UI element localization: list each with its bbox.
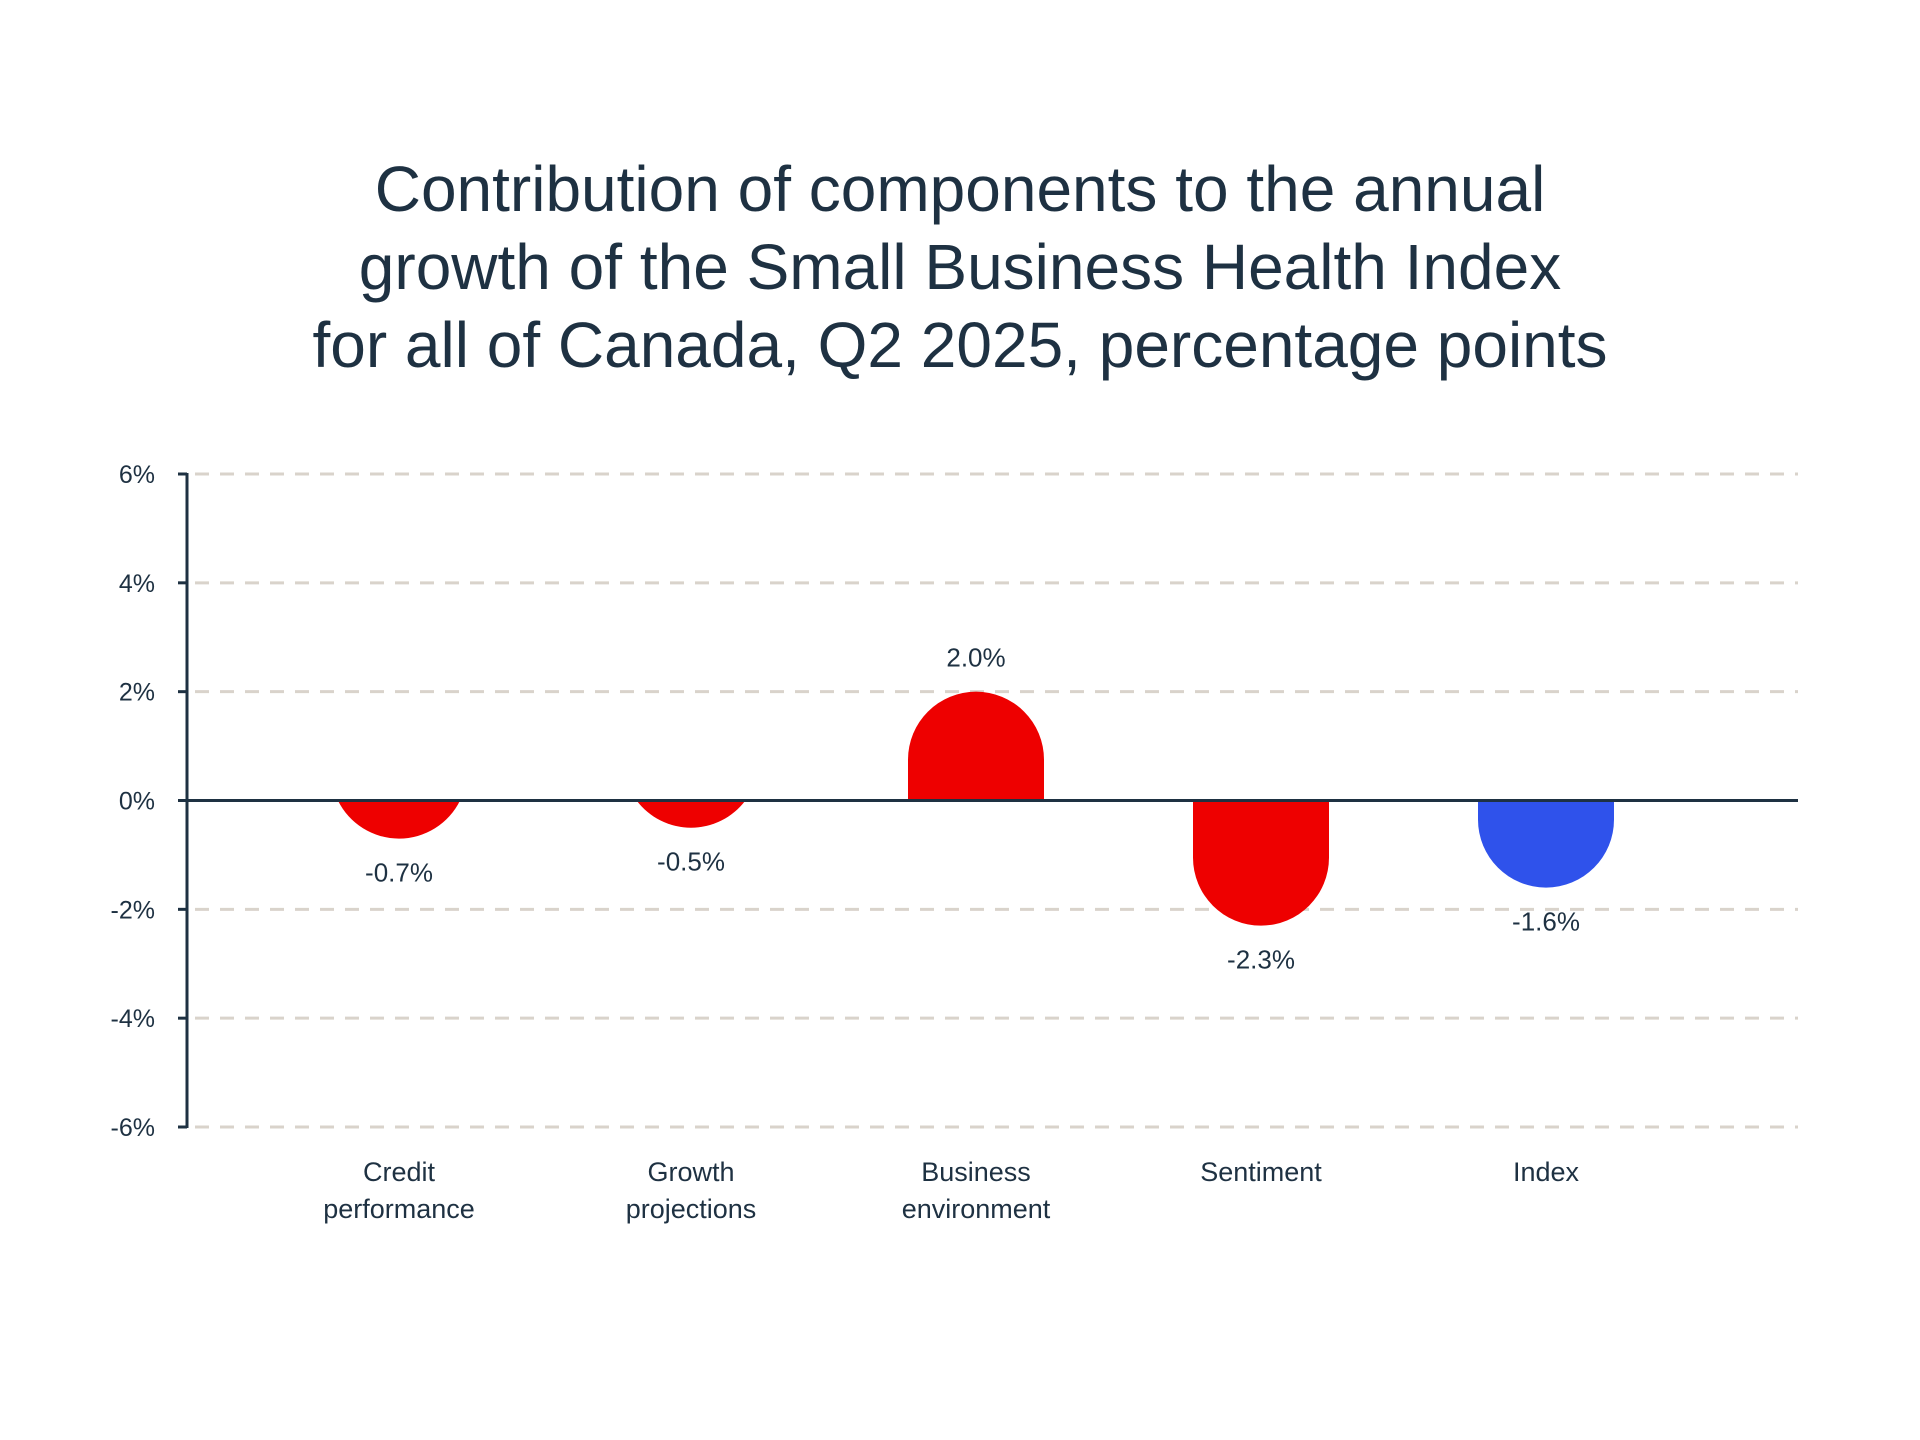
data-label: -2.3% [1227, 945, 1295, 975]
category-label: Credit performance [323, 1157, 475, 1224]
data-label: -0.5% [657, 847, 725, 877]
bar [908, 691, 1044, 801]
category-label-line: performance [323, 1194, 475, 1224]
gridlines [195, 472, 1798, 1129]
data-label: -0.7% [365, 858, 433, 888]
y-tick-label: 0% [119, 788, 155, 816]
category-label-line: Business [921, 1157, 1031, 1187]
category-label: Growth projections [626, 1157, 757, 1224]
bar [337, 800, 461, 839]
y-tick-label: 6% [119, 461, 155, 489]
chart-title-line-1: Contribution of components to the annual [374, 153, 1546, 225]
category-label: Index [1513, 1157, 1580, 1187]
y-tick-label: -2% [111, 896, 155, 924]
bar [1478, 800, 1614, 888]
y-tick-label: -6% [111, 1114, 155, 1142]
category-label: Sentiment [1200, 1157, 1322, 1187]
category-label-line: environment [902, 1194, 1051, 1224]
y-tick-label: 2% [119, 679, 155, 707]
data-label: 2.0% [946, 643, 1005, 673]
chart-title: Contribution of components to the annual… [0, 150, 1920, 384]
category-label-line: projections [626, 1194, 757, 1224]
bar [636, 800, 746, 828]
bar [1193, 800, 1329, 926]
category-label-line: Index [1513, 1157, 1580, 1187]
bars [337, 691, 1614, 926]
axes [178, 472, 1798, 1129]
category-label-line: Sentiment [1200, 1157, 1322, 1187]
y-tick-label: -4% [111, 1005, 155, 1033]
chart-title-line-3: for all of Canada, Q2 2025, percentage p… [312, 309, 1608, 381]
category-label: Business environment [902, 1157, 1051, 1224]
y-tick-label: 4% [119, 570, 155, 598]
chart-title-line-2: growth of the Small Business Health Inde… [358, 231, 1562, 303]
category-label-line: Credit [363, 1157, 436, 1187]
labels: 6% 4% 2% 0% -2% -4% -6% -0.7% Credit performance -… [111, 461, 1580, 1224]
category-label-line: Growth [647, 1157, 734, 1187]
data-label: -1.6% [1512, 907, 1580, 937]
